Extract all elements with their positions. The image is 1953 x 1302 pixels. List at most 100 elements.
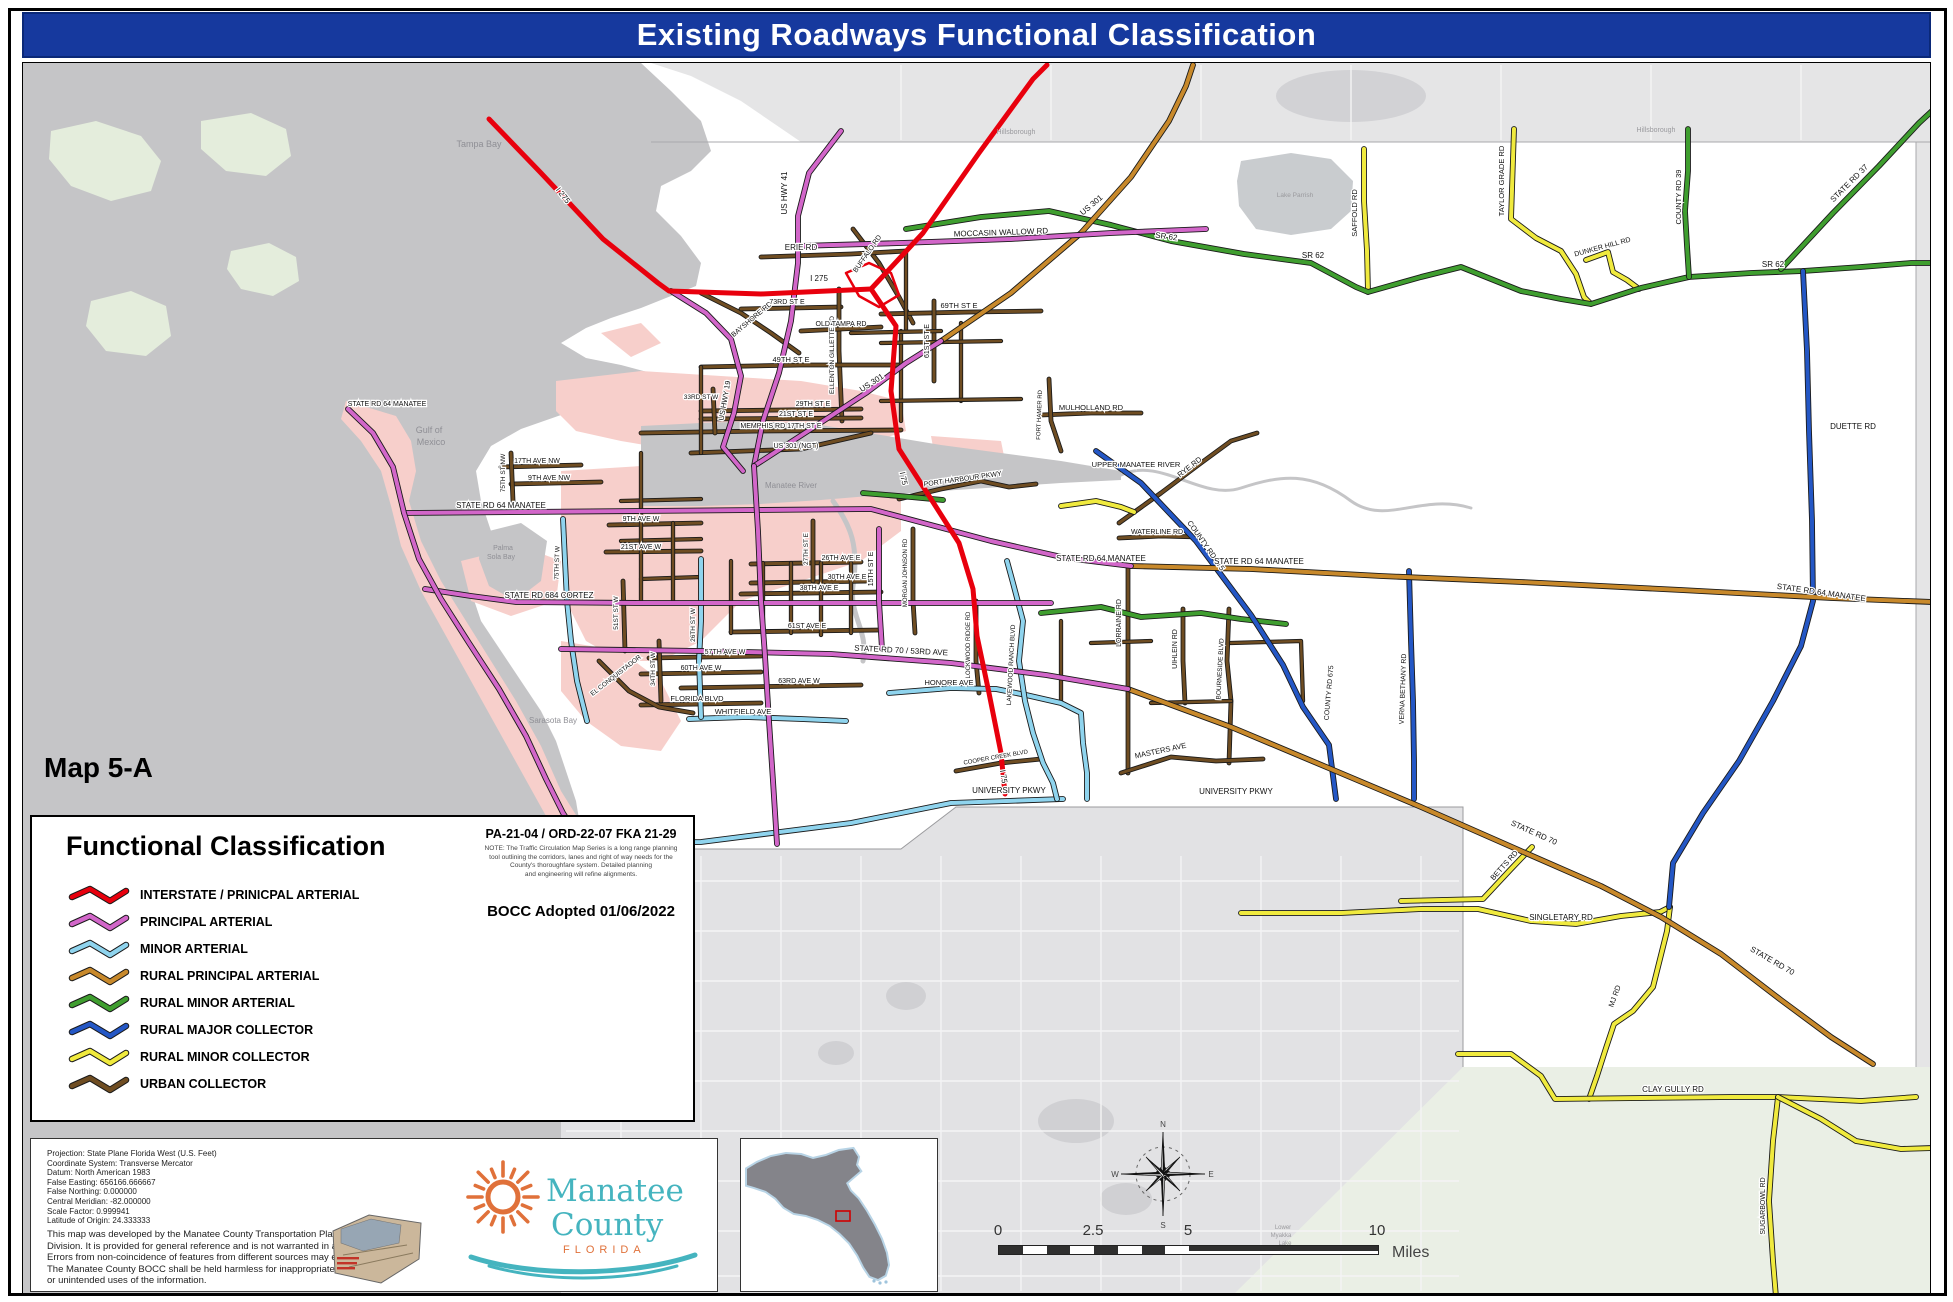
- scale-tick: 10: [1368, 1222, 1386, 1239]
- map-label: LORRAINE RD: [1116, 599, 1123, 647]
- road-interstate: [868, 63, 1050, 292]
- road-minor: [697, 557, 703, 719]
- text-line: Scale Factor: 0.999941: [47, 1206, 130, 1216]
- text-line: tool outlining the corridors, lanes and …: [489, 853, 673, 861]
- lake-parrish: [1237, 153, 1353, 235]
- text-line: Datum: North American 1983: [47, 1168, 151, 1178]
- projection-metadata: Projection: State Plane Florida West (U.…: [47, 1149, 217, 1226]
- map-label: 49TH ST E: [773, 355, 810, 364]
- map-label: Sola Bay: [487, 554, 516, 561]
- scale-segment: [999, 1246, 1023, 1254]
- legend-entry-label: RURAL MINOR COLLECTOR: [140, 1049, 310, 1064]
- map-label: MULHOLLAND RD: [1059, 403, 1124, 412]
- map-label: STATE RD 684 CORTEZ: [505, 591, 594, 600]
- page-title: Existing Roadways Functional Classificat…: [636, 17, 1317, 52]
- map-label: SUGARBOWL RD: [1760, 1177, 1767, 1234]
- road-urban_collector: [699, 363, 903, 369]
- scale-tick: 0: [993, 1222, 1003, 1239]
- map-label: COUNTY RD 675: [1324, 665, 1336, 721]
- scale-unit: Miles: [1392, 1244, 1430, 1261]
- road-principal: [752, 464, 779, 846]
- text-line: County's thoroughfare system. Detailed p…: [509, 862, 652, 870]
- scale-segment: [1022, 1246, 1047, 1254]
- map-label: Mexico: [417, 437, 446, 447]
- map-label: FLORIDA BLVD: [670, 694, 724, 703]
- map-label: STATE RD 64 MANATEE: [456, 501, 546, 510]
- map-label: STATE RD 70: [1749, 945, 1797, 978]
- map-label: SR 62: [1762, 260, 1785, 269]
- road-urban_collector: [799, 325, 883, 333]
- sarasota-lake: [1100, 1183, 1152, 1215]
- map-label: LOCKWOOD RIDGE RD: [966, 611, 972, 678]
- mangrove-island: [49, 121, 161, 201]
- legend-entry-label: PRINCIPAL ARTERIAL: [140, 914, 273, 929]
- road-urban_collector: [1117, 534, 1201, 540]
- county-lines: [561, 141, 1930, 1067]
- legend-entry-rural_principal: RURAL PRINCIPAL ARTERIAL: [68, 962, 359, 989]
- text-line: or unintended uses of the information.: [47, 1275, 207, 1287]
- legend-entry-minor: MINOR ARTERIAL: [68, 935, 359, 962]
- road-urban_collector: [1039, 411, 1143, 417]
- title-bar: Existing Roadways Functional Classificat…: [22, 12, 1931, 58]
- road-urban_collector: [879, 309, 1043, 316]
- text-line: This map was developed by the Manatee Co…: [47, 1229, 356, 1240]
- scale-segment: [1189, 1246, 1378, 1251]
- sun-icon: [466, 1160, 540, 1234]
- disclaimer-text: This map was developed by the Manatee Co…: [47, 1229, 368, 1287]
- road-principal: [346, 407, 605, 875]
- road-minor: [1005, 559, 1059, 801]
- road-urban_collector: [509, 480, 603, 486]
- road-urban_collector: [699, 416, 863, 421]
- road-rural_minor_collector: [1362, 147, 1370, 294]
- text-line: Latitude of Origin: 24.333333: [47, 1216, 151, 1226]
- scale-segment: [1046, 1246, 1071, 1254]
- map-label: HONORE AVE: [924, 678, 973, 687]
- scale-tick: 2.5: [1082, 1222, 1104, 1239]
- sarasota-lake: [818, 1041, 854, 1065]
- road-urban_collector: [607, 521, 703, 527]
- text-line: Errors from non-coincidence of features …: [47, 1252, 354, 1264]
- map-label: Gulf of: [416, 425, 443, 435]
- map-label: DUETTE RD: [1830, 422, 1876, 431]
- legend-entries: INTERSTATE / PRINICPAL ARTERIAL PRINCIPA…: [68, 881, 359, 1097]
- map-label: OLD TAMPA RD: [816, 321, 867, 328]
- map-label: 27TH ST E: [803, 532, 810, 565]
- road-rural_minor_collector: [1776, 1095, 1930, 1151]
- road-rural_major_collector: [1667, 269, 1815, 909]
- wave-swoosh: [468, 1252, 698, 1275]
- legend-entry-label: MINOR ARTERIAL: [140, 941, 248, 956]
- mangrove-island: [201, 113, 291, 176]
- road-rural_minor_collector: [1399, 845, 1534, 903]
- road-principal: [402, 507, 1133, 568]
- map-label: MORGAN JOHNSON RD: [903, 538, 909, 607]
- map-label: I 75: [998, 769, 1009, 784]
- road-principal: [877, 527, 884, 651]
- road-rural_major_collector: [1407, 569, 1416, 801]
- map-label: STATE RD 64 MANATEE: [348, 401, 427, 408]
- legend-entry-principal: PRINCIPAL ARTERIAL: [68, 908, 359, 935]
- road-rural_minor_collector: [1584, 250, 1641, 291]
- road-rural_minor_collector: [1239, 905, 1672, 926]
- scale-segment: [1070, 1246, 1094, 1254]
- legend-line-sample: [68, 939, 130, 958]
- map-label: I 75: [898, 471, 910, 486]
- text-line: NOTE: The Traffic Circulation Map Series…: [484, 845, 678, 852]
- urban-west-bradenton: [561, 641, 681, 751]
- road-urban_collector: [619, 537, 703, 543]
- map-label: COUNTY RD 39: [1674, 170, 1683, 225]
- map-label: I 275: [810, 274, 828, 283]
- map-label: 73RD ST E: [769, 299, 805, 306]
- map-label: 29TH ST E: [796, 401, 831, 408]
- road-urban_collector: [749, 560, 863, 566]
- map-label: Palma: [493, 545, 513, 552]
- map-label: FORT HAMER RD: [1036, 389, 1044, 440]
- road-urban_collector: [1229, 639, 1305, 703]
- text-line: Division. It is provided for general ref…: [47, 1240, 369, 1252]
- map-label: CLAY GULLY RD: [1642, 1085, 1704, 1094]
- palma-sola-bay: [479, 523, 547, 601]
- road-urban_collector: [879, 397, 1023, 403]
- legend-entry-rural_minor_collector: RURAL MINOR COLLECTOR: [68, 1043, 359, 1070]
- map-label: Tampa Bay: [456, 139, 502, 149]
- map-label: Lake: [1278, 1241, 1292, 1247]
- compass-letter: W: [1111, 1170, 1119, 1179]
